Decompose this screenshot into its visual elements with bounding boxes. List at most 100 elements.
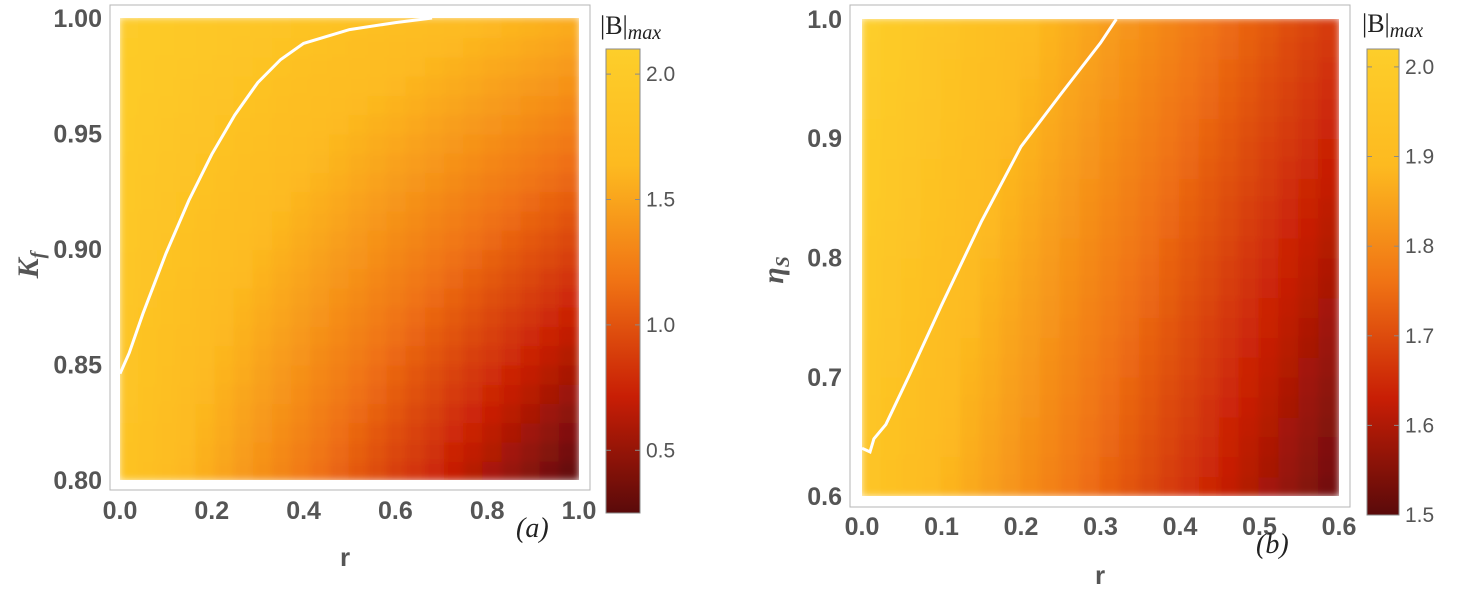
heatmap-cell bbox=[501, 248, 523, 270]
heatmap-cell bbox=[1000, 196, 1023, 219]
heatmap-cell bbox=[1298, 475, 1321, 496]
heatmap-cell bbox=[1059, 177, 1082, 199]
heatmap-cell bbox=[1119, 137, 1142, 160]
heatmap-cell bbox=[539, 113, 561, 135]
heatmap-cell bbox=[329, 55, 351, 77]
heatmap-cell bbox=[291, 55, 313, 77]
heatmap-cell bbox=[880, 475, 903, 496]
heatmap-cell bbox=[1198, 117, 1221, 140]
heatmap-cell bbox=[272, 325, 294, 347]
heatmap-cell bbox=[1278, 276, 1301, 299]
heatmap-cell bbox=[348, 421, 370, 443]
heatmap-cell bbox=[425, 55, 447, 77]
heatmap-cell bbox=[1238, 336, 1261, 358]
heatmap-cell bbox=[1218, 157, 1241, 180]
heatmap-cell bbox=[176, 55, 198, 77]
heatmap-cell bbox=[501, 36, 523, 58]
heatmap-cell bbox=[520, 209, 542, 231]
heatmap-cell bbox=[1238, 276, 1261, 299]
heatmap-cell bbox=[1139, 375, 1162, 398]
heatmap-cell bbox=[1059, 276, 1082, 299]
heatmap-cell bbox=[233, 267, 255, 289]
heatmap-cell bbox=[539, 459, 561, 480]
heatmap-cell bbox=[367, 113, 389, 135]
heatmap-cell bbox=[520, 421, 542, 443]
heatmap-cell bbox=[482, 132, 504, 154]
heatmap-cell bbox=[862, 236, 883, 259]
heatmap-cell bbox=[252, 151, 275, 173]
heatmap-cell bbox=[157, 363, 179, 385]
heatmap-cell bbox=[214, 305, 236, 327]
heatmap-cell bbox=[1099, 117, 1122, 140]
heatmap-cell bbox=[1099, 395, 1122, 418]
heatmap-cell bbox=[940, 177, 963, 199]
heatmap-cell bbox=[1119, 177, 1142, 199]
heatmap-cell bbox=[1119, 157, 1142, 180]
heatmap-cell bbox=[1119, 117, 1142, 140]
heatmap-cell bbox=[880, 375, 903, 398]
heatmap-cell bbox=[1318, 296, 1339, 319]
y-tick-label: 0.85 bbox=[53, 352, 102, 380]
heatmap-cell bbox=[501, 421, 523, 443]
heatmap-cell bbox=[463, 228, 485, 250]
heatmap-cell bbox=[960, 196, 983, 219]
heatmap-cell bbox=[539, 363, 561, 385]
heatmap-cell bbox=[195, 209, 217, 231]
heatmap-cell bbox=[501, 132, 523, 154]
heatmap-cell bbox=[900, 475, 923, 496]
heatmap-cell bbox=[940, 455, 963, 478]
heatmap-cell bbox=[348, 382, 370, 404]
heatmap-cell bbox=[539, 440, 561, 462]
heatmap-cell bbox=[1020, 256, 1042, 279]
heatmap-cell bbox=[329, 190, 351, 212]
heatmap-cell bbox=[940, 19, 963, 40]
heatmap-cell bbox=[252, 305, 275, 327]
heatmap-cell bbox=[1119, 19, 1142, 40]
heatmap-cell bbox=[1218, 455, 1241, 478]
heatmap-cell bbox=[1059, 415, 1082, 438]
heatmap-cell bbox=[1198, 77, 1221, 100]
y-axis-ticks-a: 0.80 0.85 0.90 0.95 1.00 bbox=[53, 5, 102, 495]
heatmap-cell bbox=[120, 267, 141, 289]
heatmap-cell bbox=[1198, 19, 1221, 40]
heatmap-cell bbox=[1179, 355, 1201, 378]
heatmap-cell bbox=[1079, 77, 1102, 100]
heatmap-cell bbox=[157, 171, 179, 193]
heatmap-cell bbox=[1000, 97, 1023, 120]
heatmap-cell bbox=[1318, 157, 1339, 180]
heatmap-cell bbox=[310, 113, 332, 135]
heatmap-cell bbox=[1278, 336, 1301, 358]
heatmap-cell bbox=[1278, 77, 1301, 100]
heatmap-cell bbox=[482, 440, 504, 462]
heatmap-cell bbox=[348, 440, 370, 462]
heatmap-cell bbox=[482, 36, 504, 58]
heatmap-cell bbox=[1258, 296, 1281, 319]
heatmap-cell bbox=[425, 440, 447, 462]
heatmap-cell bbox=[195, 440, 217, 462]
heatmap-cell bbox=[1318, 415, 1339, 438]
heatmap-cell bbox=[386, 325, 408, 347]
heatmap-cell bbox=[980, 157, 1003, 180]
heatmap-cell bbox=[291, 325, 313, 347]
heatmap-cell bbox=[1238, 455, 1261, 478]
x-tick-label: 0.5 bbox=[1242, 513, 1277, 541]
heatmap-cell bbox=[176, 402, 198, 424]
heatmap-cell bbox=[482, 18, 504, 39]
heatmap-cell bbox=[920, 355, 943, 378]
heatmap-cell bbox=[367, 190, 389, 212]
heatmap-cell bbox=[138, 55, 160, 77]
heatmap-cell bbox=[1258, 355, 1281, 378]
heatmap-cell bbox=[1099, 256, 1122, 279]
heatmap-cell bbox=[1318, 256, 1339, 279]
heatmap-cell bbox=[1179, 77, 1201, 100]
heatmap-cell bbox=[1218, 77, 1241, 100]
heatmap-cell bbox=[1238, 375, 1261, 398]
y-tick-label: 0.9 bbox=[807, 125, 842, 153]
heatmap-cell bbox=[482, 171, 504, 193]
heatmap-cell bbox=[960, 276, 983, 299]
heatmap-cell bbox=[900, 296, 923, 319]
colorbar-b: 1.5 1.6 1.7 1.8 1.9 2.0 |B|max bbox=[1362, 9, 1434, 527]
heatmap-cell bbox=[176, 267, 198, 289]
heatmap-cell bbox=[920, 196, 943, 219]
heatmap-cell bbox=[1258, 475, 1281, 496]
